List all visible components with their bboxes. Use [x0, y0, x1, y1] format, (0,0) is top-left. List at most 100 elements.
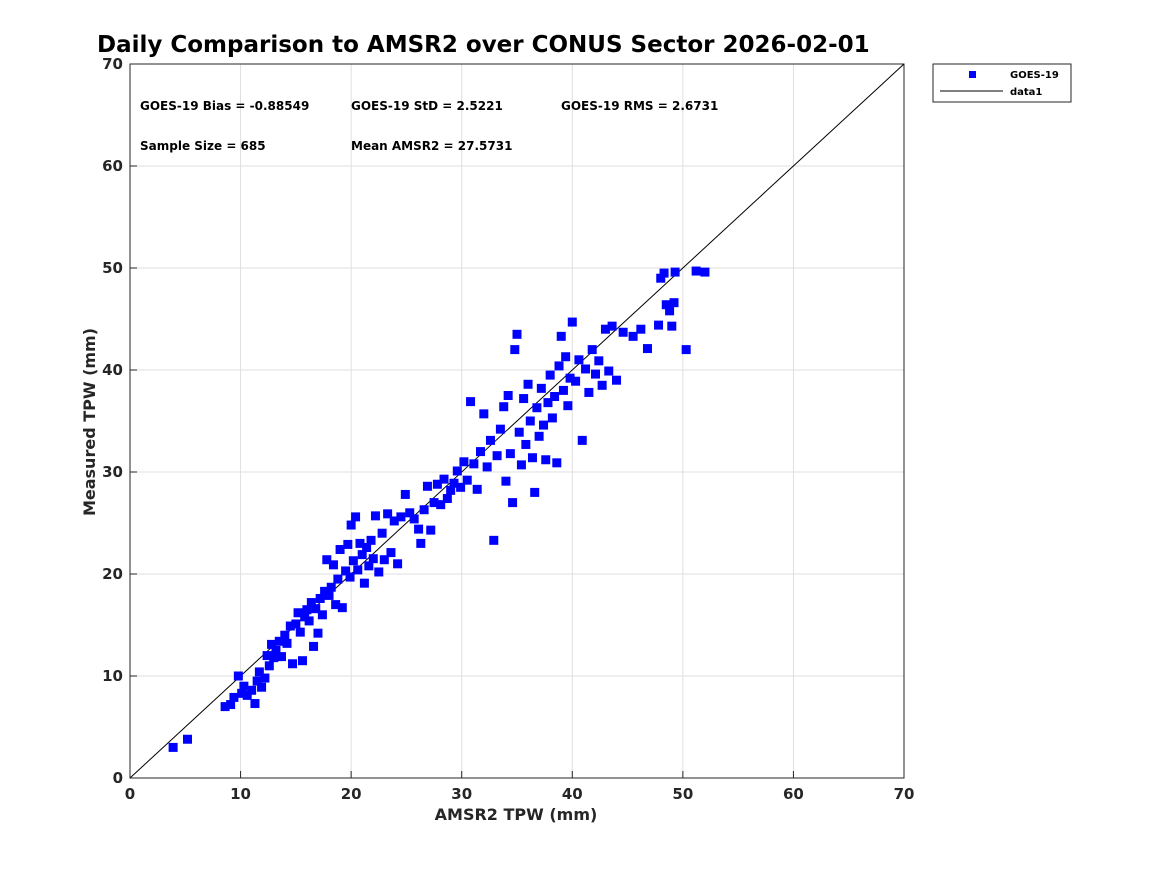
- data-point: [466, 397, 476, 407]
- data-point: [508, 498, 518, 508]
- stat-bias: GOES-19 Bias = -0.88549: [140, 99, 309, 113]
- data-point: [700, 267, 710, 277]
- data-point: [324, 590, 334, 600]
- data-point: [552, 458, 562, 468]
- data-point: [565, 373, 575, 383]
- legend: GOES-19 data1: [932, 63, 1072, 103]
- data-point: [348, 556, 358, 566]
- data-point: [370, 511, 380, 521]
- data-point: [182, 734, 192, 744]
- data-point: [326, 582, 336, 592]
- data-point: [343, 539, 353, 549]
- data-point: [525, 416, 535, 426]
- data-point: [346, 520, 356, 530]
- data-point: [534, 431, 544, 441]
- data-point: [374, 567, 384, 577]
- data-point: [574, 355, 584, 365]
- data-point: [260, 673, 270, 683]
- data-point: [449, 478, 459, 488]
- data-point: [353, 565, 363, 575]
- data-point: [618, 327, 628, 337]
- y-tick-label: 50: [102, 259, 123, 277]
- data-point: [345, 572, 355, 582]
- data-point: [168, 742, 178, 752]
- data-point: [597, 380, 607, 390]
- data-point: [426, 525, 436, 535]
- x-axis-ticks: 0 10 20 30 40 50 60 70: [125, 771, 914, 803]
- x-tick-label: 0: [125, 785, 135, 803]
- data-point: [333, 574, 343, 584]
- data-point: [267, 639, 277, 649]
- data-point: [405, 508, 415, 518]
- data-point: [291, 619, 301, 629]
- x-tick-label: 20: [341, 785, 362, 803]
- data-point: [419, 505, 429, 515]
- data-point: [681, 345, 691, 355]
- data-point: [282, 638, 292, 648]
- data-point: [577, 435, 587, 445]
- data-point: [670, 267, 680, 277]
- data-point: [571, 376, 581, 386]
- data-point: [233, 671, 243, 681]
- y-axis-label: Measured TPW (mm): [80, 328, 99, 516]
- data-point: [558, 385, 568, 395]
- data-point: [503, 391, 513, 400]
- data-point: [302, 605, 312, 615]
- data-point: [416, 538, 426, 548]
- stat-sample-size: Sample Size = 685: [140, 139, 266, 153]
- data-point: [306, 598, 316, 608]
- data-point: [636, 324, 646, 334]
- data-point: [591, 369, 601, 379]
- data-point: [527, 453, 537, 463]
- data-point: [285, 621, 295, 631]
- data-point: [355, 538, 365, 548]
- data-point: [612, 375, 622, 385]
- data-point: [226, 700, 236, 710]
- data-point: [337, 603, 347, 613]
- data-point: [604, 366, 614, 376]
- grid-lines: [129, 63, 905, 779]
- data-point: [642, 344, 652, 354]
- data-point: [304, 616, 314, 626]
- data-point: [274, 636, 284, 646]
- y-tick-label: 0: [113, 769, 123, 787]
- data-point: [254, 667, 264, 677]
- data-point: [377, 528, 387, 538]
- data-point: [516, 460, 526, 470]
- data-point: [432, 479, 442, 489]
- data-point: [462, 475, 472, 485]
- data-point: [519, 394, 529, 404]
- data-point: [600, 324, 610, 334]
- data-point: [368, 554, 378, 564]
- y-tick-label: 70: [102, 55, 123, 73]
- data-point: [257, 682, 267, 692]
- data-point: [536, 383, 546, 393]
- data-point: [456, 482, 466, 492]
- data-point: [669, 298, 679, 308]
- data-point: [315, 593, 325, 603]
- data-point: [276, 652, 286, 662]
- data-point: [389, 516, 399, 526]
- data-point: [530, 487, 540, 497]
- data-point: [521, 439, 531, 449]
- data-point: [452, 466, 462, 476]
- data-point: [364, 561, 374, 571]
- data-point: [656, 273, 666, 283]
- data-point: [563, 401, 573, 411]
- data-point: [313, 628, 323, 638]
- data-point: [541, 455, 551, 465]
- x-tick-label: 40: [562, 785, 583, 803]
- data-point: [472, 484, 482, 494]
- stat-mean: Mean AMSR2 = 27.5731: [351, 139, 512, 153]
- data-point: [335, 545, 345, 555]
- data-point: [366, 535, 376, 545]
- data-point: [250, 699, 260, 709]
- data-point: [607, 321, 617, 331]
- data-point: [539, 420, 549, 430]
- data-point: [581, 364, 591, 374]
- data-point: [584, 387, 594, 397]
- data-point: [482, 462, 492, 472]
- data-point: [665, 306, 675, 316]
- data-point: [489, 535, 499, 545]
- data-point: [594, 356, 604, 366]
